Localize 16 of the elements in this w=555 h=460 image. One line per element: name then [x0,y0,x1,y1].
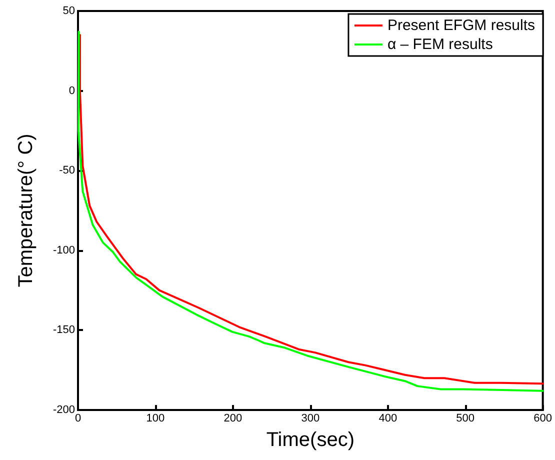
legend-label: Present EFGM results [387,17,536,34]
y-tick-label: -50 [59,164,75,177]
y-tick-label: 0 [68,84,75,97]
x-tick-label: 500 [456,412,475,424]
x-tick-label: 100 [146,412,165,424]
x-tick-label: 600 [534,412,552,424]
x-axis-title: Time(sec) [266,429,354,451]
legend-label: α – FEM results [387,36,493,53]
x-tick-label: 300 [301,412,320,424]
x-tick-label: 400 [378,412,398,424]
y-axis-title: Temperature(° C) [15,134,37,288]
y-tick-label: -100 [52,244,75,256]
y-tick-label: 50 [62,5,75,17]
y-tick-label: -150 [52,324,75,336]
y-tick-label: -200 [52,404,75,416]
x-tick-label: 200 [224,412,242,424]
